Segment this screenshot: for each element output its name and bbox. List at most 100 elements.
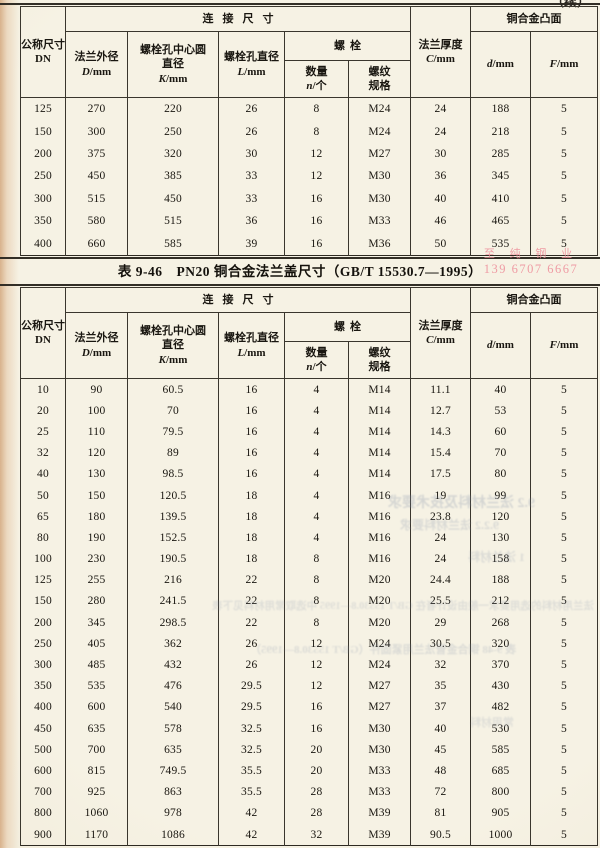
- table-cell: 5: [530, 97, 598, 121]
- table-cell: 24: [410, 527, 471, 549]
- table-cell: 500: [20, 739, 66, 761]
- table-cell: 32.5: [218, 739, 285, 761]
- table-cell: 16: [284, 696, 349, 718]
- table-cell: 485: [65, 654, 128, 676]
- table-cell: 16: [218, 378, 285, 401]
- table-row: 150 280 241.5 22 8 M20 25.5 212 5: [20, 590, 598, 613]
- table-cell: 29.5: [218, 675, 285, 697]
- table-cell: 89: [127, 442, 219, 464]
- table-cell: 230: [65, 548, 128, 570]
- table-cell: 40: [470, 378, 531, 401]
- table-cell: 660: [65, 232, 128, 256]
- header-bolt: 螺栓: [284, 31, 411, 61]
- header-face-height: F/mm: [530, 312, 598, 379]
- table-cell: 5: [530, 484, 598, 507]
- table-cell: 515: [127, 209, 219, 233]
- header-flange-od: 法兰外径 D/mm: [65, 31, 128, 98]
- table-cell: 482: [470, 696, 531, 718]
- table-cell: 5: [530, 612, 598, 634]
- table-cell: 4: [284, 400, 349, 422]
- table-cell: 635: [65, 718, 128, 740]
- table-cell: 8: [284, 97, 349, 121]
- header-line: 法兰外径: [74, 332, 119, 345]
- table-row: 200 375 320 30 12 M27 30 285 5: [20, 142, 598, 166]
- table-cell: 150: [20, 590, 66, 613]
- table-cell: 800: [20, 802, 66, 824]
- header-line: 数量: [305, 65, 328, 78]
- table-cell: 535: [65, 675, 128, 697]
- table-cell: 40: [410, 187, 471, 210]
- table-cell: 4: [284, 421, 349, 443]
- red-stamp-watermark: 至 纯 钢 业 139 6707 6667: [466, 248, 596, 277]
- table-cell: 26: [218, 120, 285, 143]
- table-cell: M27: [348, 142, 411, 166]
- header-flange-od: 法兰外径 D/mm: [65, 312, 128, 379]
- table-cell: 8: [284, 569, 349, 591]
- table-cell: 35.5: [218, 760, 285, 782]
- table-cell: M33: [348, 781, 411, 803]
- table-cell: 125: [20, 97, 66, 121]
- table-cell: 585: [470, 739, 531, 761]
- header-line: L/mm: [237, 65, 266, 78]
- table-cell: M30: [348, 718, 411, 740]
- header-face-height: F/mm: [530, 31, 598, 98]
- table-cell: 70: [127, 400, 219, 422]
- table-row: 10 90 60.5 16 4 M14 11.1 40 5: [20, 378, 598, 401]
- table-cell: 20: [20, 400, 66, 422]
- table-row: 80 190 152.5 18 4 M16 24 130 5: [20, 527, 598, 549]
- table-row: 400 600 540 29.5 16 M27 37 482 5: [20, 696, 598, 718]
- table-cell: 40: [410, 718, 471, 740]
- table-cell: M39: [348, 802, 411, 824]
- table-row: 100 230 190.5 18 8 M16 24 158 5: [20, 548, 598, 570]
- table-cell: 400: [20, 232, 66, 256]
- table-cell: 130: [470, 527, 531, 549]
- table-cell: M24: [348, 654, 411, 676]
- table-cell: 1060: [65, 802, 128, 824]
- table-cell: 515: [65, 187, 128, 210]
- table-cell: 5: [530, 548, 598, 570]
- header-thread-spec: 螺纹 规格: [348, 60, 411, 98]
- table-cell: 5: [530, 400, 598, 422]
- header-line: 螺栓孔中心圆: [140, 325, 206, 338]
- table-cell: 5: [530, 421, 598, 443]
- table-cell: 80: [20, 527, 66, 549]
- table-cell: 925: [65, 781, 128, 803]
- table-cell: 26: [218, 97, 285, 121]
- stamp-company: 至 纯 钢 业: [483, 248, 579, 260]
- table-cell: M24: [348, 120, 411, 143]
- table-cell: 18: [218, 527, 285, 549]
- header-line: L/mm: [237, 346, 266, 359]
- table-cell: 241.5: [127, 590, 219, 613]
- table-cell: 11.1: [410, 378, 471, 401]
- header-line: 数量: [305, 346, 328, 359]
- table-cell: 29.5: [218, 696, 285, 718]
- caption-top-rule: [0, 257, 600, 259]
- table-cell: 188: [470, 569, 531, 591]
- table-cell: 300: [20, 654, 66, 676]
- table-cell: M24: [348, 97, 411, 121]
- table-cell: 24: [410, 120, 471, 143]
- table-cell: 16: [218, 463, 285, 485]
- table-cell: 42: [218, 802, 285, 824]
- table-cell: M36: [348, 232, 411, 256]
- table-cell: 72: [410, 781, 471, 803]
- header-line: 螺栓孔直径: [224, 51, 279, 64]
- table-cell: 5: [530, 802, 598, 824]
- table-cell: 22: [218, 612, 285, 634]
- header-bolt: 螺栓: [284, 312, 411, 342]
- table-header: 公称尺寸 DN 连接尺寸 法兰厚度 C/mm 铜合金凸面 法兰外径 D/mm 螺…: [20, 287, 598, 379]
- table-cell: 5: [530, 675, 598, 697]
- table-cell: 200: [20, 612, 66, 634]
- table-row: 250 405 362 26 12 M24 30.5 320 5: [20, 633, 598, 655]
- table-cell: 5: [530, 633, 598, 655]
- table-cell: 16: [284, 187, 349, 210]
- table-cell: 4: [284, 442, 349, 464]
- table-cell: M30: [348, 165, 411, 188]
- table-cell: 16: [218, 421, 285, 443]
- table-cell: M14: [348, 463, 411, 485]
- table-cell: 300: [20, 187, 66, 210]
- table-cell: 190.5: [127, 548, 219, 570]
- table-cell: 362: [127, 633, 219, 655]
- table-cell: 24.4: [410, 569, 471, 591]
